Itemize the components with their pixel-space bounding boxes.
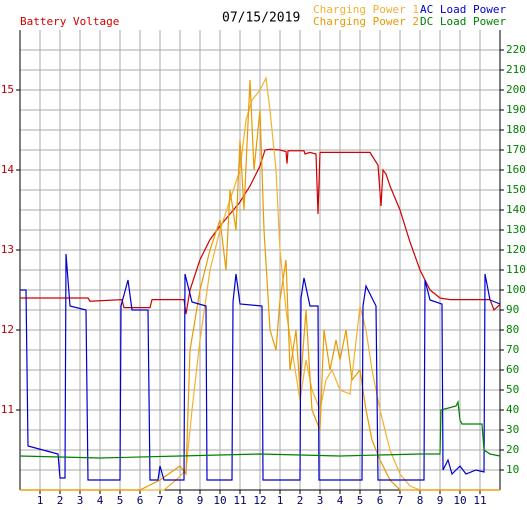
- y2-tick-label: 130: [506, 223, 526, 236]
- y-tick-label: 15: [1, 83, 14, 96]
- legend-entry: Charging Power 2: [313, 15, 419, 28]
- y2-tick-label: 160: [506, 163, 526, 176]
- x-tick-label: 4: [337, 494, 344, 507]
- y2-tick-label: 10: [506, 463, 519, 476]
- x-tick-label: 2: [297, 494, 304, 507]
- y2-tick-label: 30: [506, 423, 519, 436]
- x-tick-label: 4: [97, 494, 104, 507]
- series-line: [20, 253, 501, 481]
- x-tick-label: 6: [137, 494, 144, 507]
- legend-entry: DC Load Power: [420, 15, 506, 28]
- y-tick-label: 11: [1, 403, 14, 416]
- y2-tick-label: 150: [506, 183, 526, 196]
- y2-tick-label: 20: [506, 443, 519, 456]
- y2-tick-label: 80: [506, 323, 519, 336]
- chart-title: 07/15/2019: [222, 11, 300, 26]
- y2-tick-label: 90: [506, 303, 519, 316]
- x-tick-label: 1: [37, 494, 44, 507]
- x-tick-label: 5: [357, 494, 364, 507]
- x-tick-label: 11: [233, 494, 246, 507]
- y2-tick-label: 110: [506, 263, 526, 276]
- y2-tick-label: 170: [506, 143, 526, 156]
- x-tick-label: 1: [277, 494, 284, 507]
- x-tick-label: 11: [473, 494, 486, 507]
- x-tick-label: 7: [157, 494, 164, 507]
- x-tick-label: 9: [437, 494, 444, 507]
- y-tick-label: 13: [1, 243, 14, 256]
- y2-tick-label: 60: [506, 363, 519, 376]
- x-tick-label: 10: [453, 494, 466, 507]
- y-tick-label: 14: [1, 163, 15, 176]
- y2-tick-label: 70: [506, 343, 519, 356]
- y2-tick-label: 220: [506, 43, 526, 56]
- x-tick-label: 8: [417, 494, 424, 507]
- legend-entry: Battery Voltage: [20, 15, 119, 28]
- x-tick-label: 12: [253, 494, 266, 507]
- series-line: [20, 79, 500, 491]
- y-tick-label: 12: [1, 323, 14, 336]
- y2-tick-label: 210: [506, 63, 526, 76]
- x-tick-label: 9: [197, 494, 204, 507]
- x-tick-label: 10: [213, 494, 226, 507]
- x-tick-label: 6: [377, 494, 384, 507]
- x-tick-label: 3: [317, 494, 324, 507]
- x-tick-label: 3: [77, 494, 84, 507]
- y2-tick-label: 200: [506, 83, 526, 96]
- y2-tick-label: 40: [506, 403, 519, 416]
- y2-tick-label: 140: [506, 203, 526, 216]
- x-tick-label: 8: [177, 494, 184, 507]
- legend-entry: AC Load Power: [420, 3, 506, 16]
- x-tick-label: 2: [57, 494, 64, 507]
- series-line: [19, 399, 501, 459]
- x-tick-label: 5: [117, 494, 124, 507]
- y2-tick-label: 190: [506, 103, 526, 116]
- legend-entry: Charging Power 1: [313, 3, 419, 16]
- x-tick-label: 7: [397, 494, 404, 507]
- y2-tick-label: 50: [506, 383, 519, 396]
- y2-tick-label: 120: [506, 243, 526, 256]
- y2-tick-label: 100: [506, 283, 526, 296]
- y2-tick-label: 180: [506, 123, 526, 136]
